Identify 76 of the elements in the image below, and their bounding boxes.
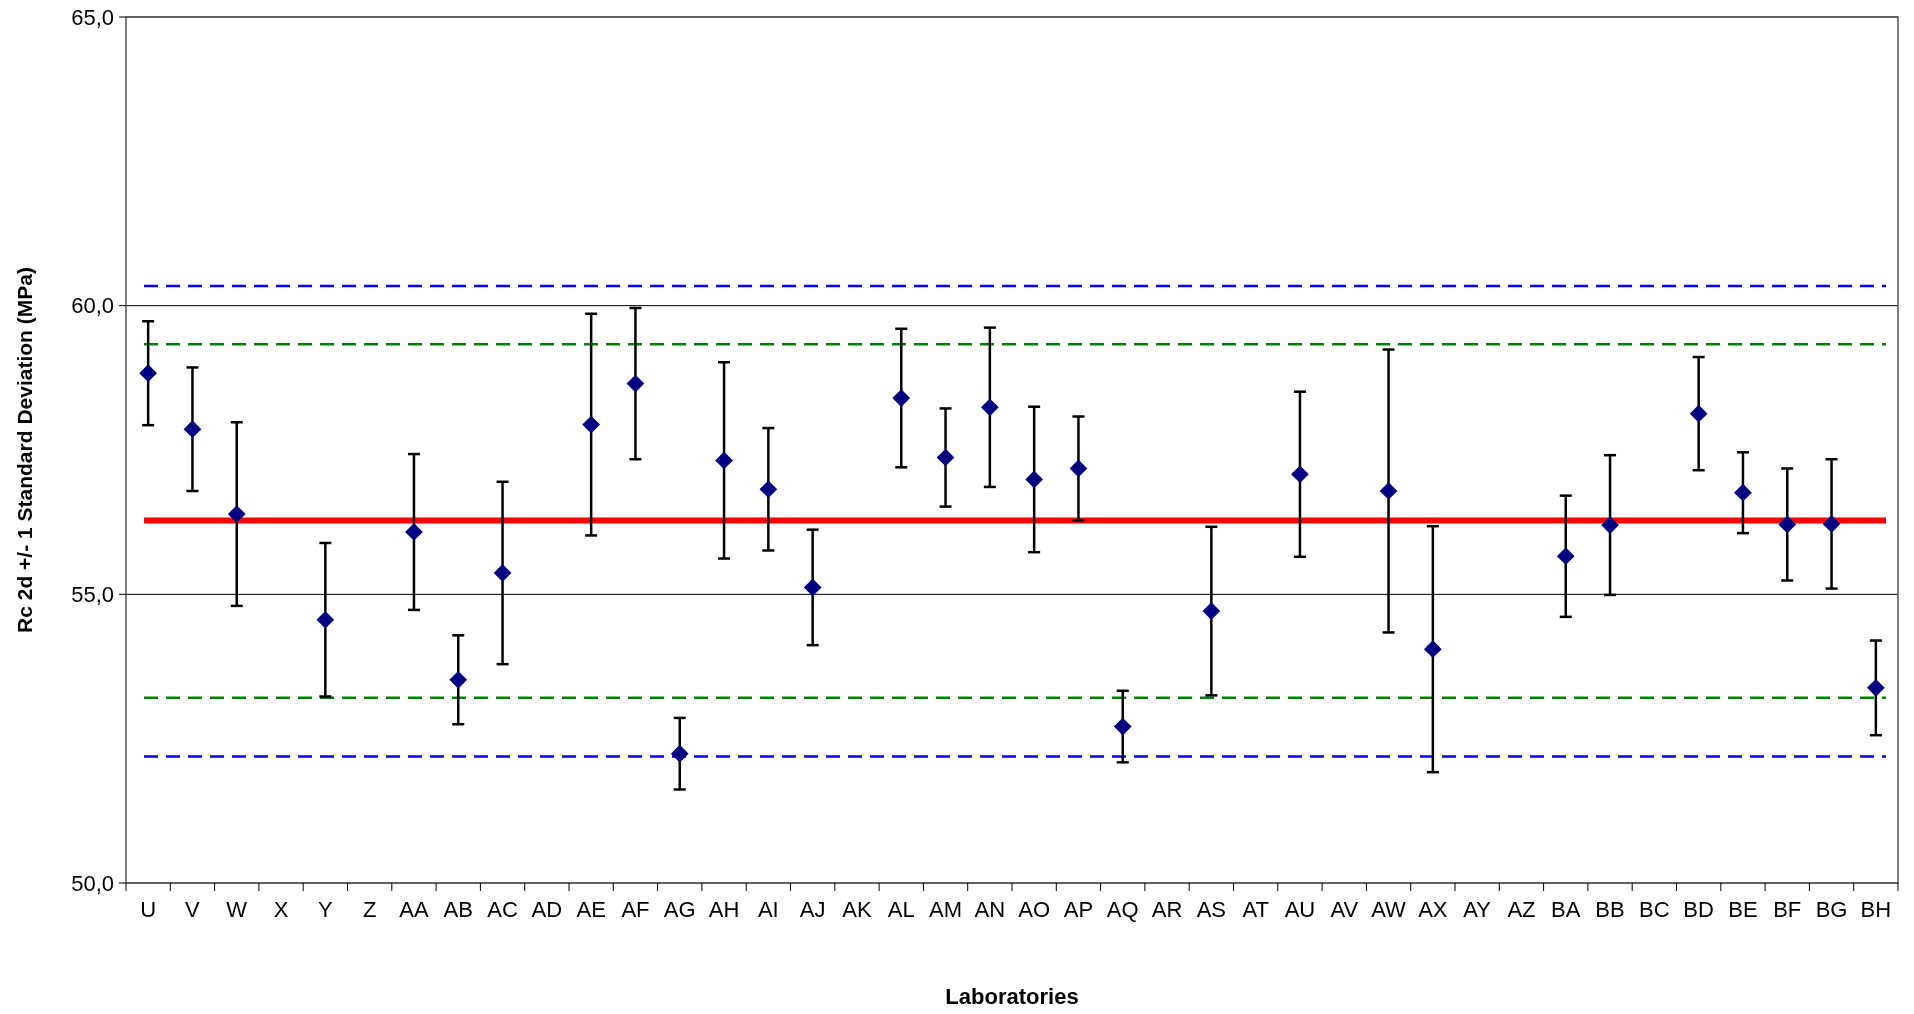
point (582, 415, 601, 434)
point (1202, 602, 1221, 620)
x-tick-label: BE (1728, 897, 1758, 922)
point (227, 505, 246, 523)
point (1291, 465, 1309, 484)
point (715, 451, 733, 470)
x-tick-label: Z (362, 897, 377, 922)
x-tick-label: AN (974, 897, 1006, 922)
x-tick-label: AT (1242, 897, 1269, 922)
x-tick-label: AV (1330, 897, 1359, 922)
point (1069, 459, 1088, 478)
x-tick-label: BH (1860, 897, 1892, 922)
x-tick-label: BG (1815, 897, 1848, 922)
point (1379, 482, 1398, 500)
point (1866, 679, 1885, 697)
point (316, 610, 335, 629)
x-tick-label: AL (887, 897, 915, 922)
point (1601, 516, 1619, 534)
y-tick-label: 65,0 (71, 4, 114, 30)
point (1556, 547, 1575, 566)
point (1025, 470, 1044, 489)
x-tick-label: W (226, 897, 248, 922)
x-tick-label: AR (1151, 897, 1183, 922)
point (1778, 515, 1797, 534)
x-tick-label: AK (842, 897, 872, 922)
point (1689, 404, 1708, 423)
x-tick-label: AQ (1106, 897, 1139, 922)
x-tick-label: BC (1639, 897, 1670, 922)
x-tick-label: BF (1773, 897, 1802, 922)
point (803, 578, 822, 597)
point (183, 420, 202, 439)
x-tick-label: AF (621, 897, 650, 922)
x-axis-title: Laboratories (945, 984, 1079, 1009)
x-tick-label: AY (1463, 897, 1492, 922)
x-tick-label: AO (1018, 897, 1051, 922)
x-tick-label: BD (1683, 897, 1714, 922)
point (1822, 515, 1841, 533)
x-tick-label: AP (1063, 897, 1094, 922)
point (892, 389, 911, 407)
y-tick-label: 50,0 (71, 870, 114, 896)
x-tick-label: AC (487, 897, 518, 922)
point (1734, 483, 1752, 502)
point (139, 364, 158, 383)
x-tick-label: AU (1284, 897, 1316, 922)
x-tick-label: AZ (1507, 897, 1536, 922)
x-tick-label: AD (531, 897, 563, 922)
point (449, 670, 468, 689)
point (936, 448, 955, 467)
x-tick-label: AE (576, 897, 606, 922)
x-tick-label: Y (318, 897, 334, 922)
x-tick-label: U (140, 897, 157, 922)
point (670, 744, 689, 763)
x-tick-label: AA (399, 897, 429, 922)
x-tick-label: BB (1595, 897, 1625, 922)
x-tick-label: V (185, 897, 201, 922)
x-tick-label: AI (757, 897, 779, 922)
x-tick-label: AJ (799, 897, 826, 922)
point (493, 564, 512, 582)
y-tick-label: 60,0 (71, 293, 114, 319)
x-tick-label: AS (1196, 897, 1227, 922)
point (405, 523, 423, 541)
point (980, 398, 999, 417)
x-tick-label: AW (1371, 897, 1407, 922)
point (1113, 717, 1132, 736)
point (1423, 640, 1442, 659)
x-tick-label: AM (929, 897, 963, 922)
x-tick-label: AX (1418, 897, 1448, 922)
x-tick-label: X (273, 897, 289, 922)
x-tick-label: AH (708, 897, 740, 922)
x-tick-label: AG (663, 897, 696, 922)
x-tick-label: AB (443, 897, 473, 922)
point (626, 374, 645, 393)
y-tick-label: 55,0 (71, 582, 114, 608)
x-tick-label: BA (1551, 897, 1581, 922)
point (759, 480, 778, 499)
y-axis-title: Rc 2d +/- 1 Standard Deviation (MPa) (13, 267, 36, 633)
